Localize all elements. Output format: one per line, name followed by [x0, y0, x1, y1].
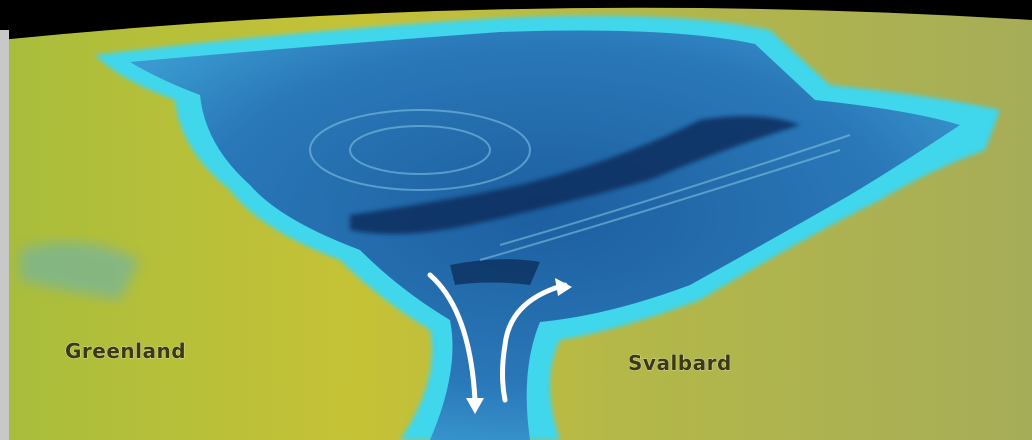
arrow-head [466, 398, 484, 414]
place-label: Greenland [65, 339, 186, 363]
horizon [0, 0, 1032, 40]
edge [0, 30, 9, 440]
shelf [20, 242, 140, 300]
arrow-head [555, 278, 572, 296]
trench [450, 259, 540, 285]
place-label: Svalbard [628, 351, 732, 375]
ridge [350, 116, 800, 234]
current-arrows [427, 272, 568, 403]
contours [309, 109, 851, 261]
